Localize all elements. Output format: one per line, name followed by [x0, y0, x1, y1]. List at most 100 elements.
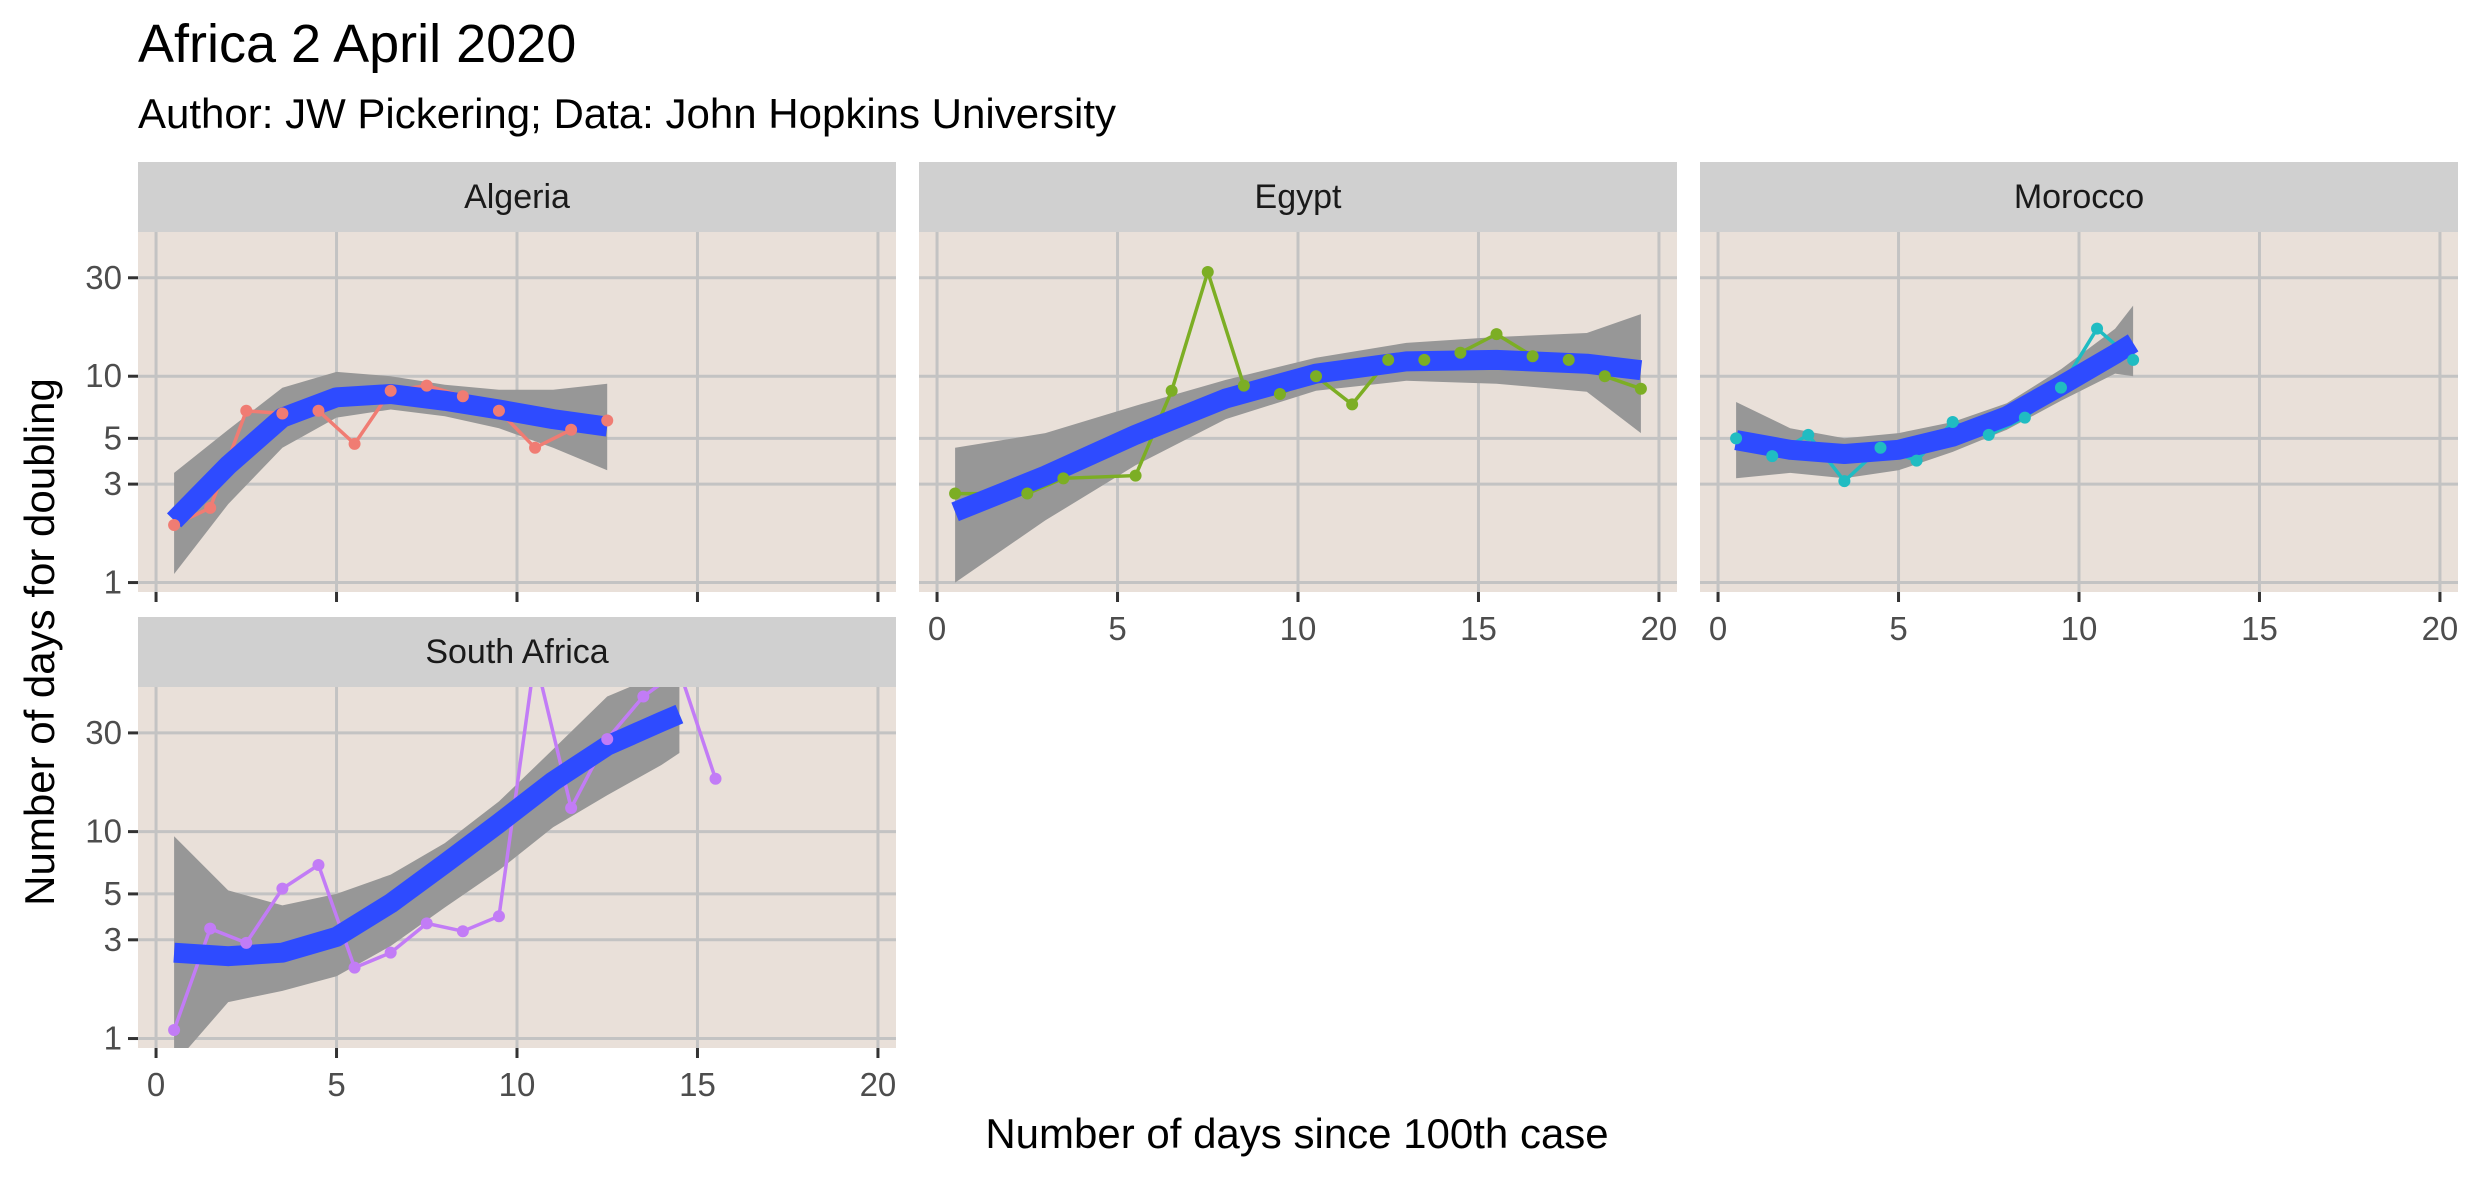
data-point-south-africa	[637, 690, 650, 703]
data-point-south-africa	[384, 946, 397, 959]
y-axis-title: Number of days for doubling	[16, 378, 63, 906]
x-tick-label: 15	[2241, 610, 2278, 647]
data-point-egypt	[1057, 472, 1070, 485]
data-point-south-africa	[456, 925, 469, 938]
x-tick-label: 0	[1709, 610, 1727, 647]
data-point-egypt	[1346, 398, 1359, 411]
data-point-egypt	[949, 487, 962, 500]
data-point-morocco	[1982, 428, 1995, 441]
data-point-egypt	[1165, 384, 1178, 397]
x-tick-label: 10	[1280, 610, 1317, 647]
data-point-algeria	[348, 437, 361, 450]
data-point-algeria	[240, 404, 253, 417]
panel-south-africa: South Africa 1 3 5 10 30 0 5 10 15 20	[85, 617, 896, 1103]
x-tick-label: 20	[1641, 610, 1678, 647]
data-point-morocco	[1946, 415, 1959, 428]
data-point-egypt	[1418, 353, 1431, 366]
fit-line-morocco	[1734, 334, 2139, 464]
data-point-egypt	[1310, 370, 1323, 383]
data-point-algeria	[420, 379, 433, 392]
data-point-egypt	[1598, 370, 1611, 383]
plot-area-south-africa	[168, 687, 722, 1048]
data-point-egypt	[1201, 265, 1214, 278]
data-point-algeria	[276, 407, 289, 420]
data-point-south-africa	[565, 802, 578, 815]
x-axis-title: Number of days since 100th case	[985, 1110, 1608, 1157]
data-point-algeria	[168, 519, 181, 532]
data-point-egypt	[1129, 469, 1142, 482]
x-tick-label: 0	[147, 1066, 165, 1103]
data-point-morocco	[1910, 454, 1923, 467]
y-tick-label: 1	[104, 564, 122, 601]
data-point-egypt	[1526, 350, 1539, 363]
y-tick-label: 30	[85, 259, 122, 296]
data-point-south-africa	[709, 772, 722, 785]
strip-algeria	[138, 162, 896, 232]
data-line-south-africa	[172, 687, 718, 1031]
data-point-morocco	[1766, 450, 1779, 463]
data-point-egypt	[1562, 353, 1575, 366]
x-tick-label: 10	[2061, 610, 2098, 647]
data-point-morocco	[2018, 411, 2031, 424]
data-point-algeria	[565, 423, 578, 436]
data-point-egypt	[1237, 379, 1250, 392]
strip-label-egypt: Egypt	[1255, 178, 1342, 216]
data-point-egypt	[1382, 353, 1395, 366]
data-point-algeria	[204, 501, 217, 514]
plot-area-egypt	[949, 265, 1647, 583]
x-tick-label: 15	[1460, 610, 1497, 647]
data-point-egypt	[1273, 388, 1286, 401]
data-point-algeria	[456, 390, 469, 403]
strip-label-morocco: Morocco	[2014, 178, 2144, 216]
data-point-algeria	[601, 414, 614, 427]
data-point-algeria	[529, 441, 542, 454]
data-point-egypt	[1634, 382, 1647, 395]
strip-label-algeria: Algeria	[464, 178, 570, 216]
data-point-south-africa	[204, 922, 217, 935]
panel-egypt: Egypt 0 5 10 15 20	[919, 162, 1677, 647]
data-point-egypt	[1490, 328, 1503, 341]
fit-line-south-africa	[173, 704, 684, 967]
strip-label-south-africa: South Africa	[425, 633, 608, 671]
data-point-morocco	[2127, 353, 2140, 366]
data-point-south-africa	[492, 910, 505, 923]
chart-subtitle: Author: JW Pickering; Data: John Hopkins…	[138, 90, 1116, 137]
x-tick-label: 5	[327, 1066, 345, 1103]
strip-morocco	[1700, 162, 2458, 232]
data-point-morocco	[2054, 381, 2067, 394]
panel-morocco: Morocco 0 5 10 15 20	[1700, 162, 2458, 647]
y-tick-label: 5	[104, 419, 122, 456]
data-point-south-africa	[240, 936, 253, 949]
x-tick-label: 20	[2422, 610, 2459, 647]
y-tick-label: 3	[104, 465, 122, 502]
data-point-egypt	[1454, 346, 1467, 359]
y-tick-label: 1	[104, 1020, 122, 1057]
x-tick-label: 0	[928, 610, 946, 647]
chart-title: Africa 2 April 2020	[138, 14, 576, 74]
data-point-south-africa	[420, 917, 433, 930]
data-point-morocco	[1838, 475, 1851, 488]
data-point-south-africa	[276, 882, 289, 895]
data-point-south-africa	[348, 961, 361, 974]
data-point-egypt	[1021, 487, 1034, 500]
strip-egypt	[919, 162, 1677, 232]
data-point-morocco	[2091, 322, 2104, 335]
x-tick-label: 10	[499, 1066, 536, 1103]
data-point-south-africa	[601, 733, 614, 746]
data-point-morocco	[1730, 432, 1743, 445]
data-point-south-africa	[312, 858, 325, 871]
data-point-morocco	[1874, 441, 1887, 454]
data-point-south-africa	[168, 1023, 181, 1036]
data-point-algeria	[492, 404, 505, 417]
x-tick-label: 15	[679, 1066, 716, 1103]
x-tick-label: 20	[860, 1066, 897, 1103]
data-point-algeria	[384, 384, 397, 397]
panel-algeria: Algeria 1 3 5 10 30	[85, 162, 896, 602]
y-tick-label: 5	[104, 875, 122, 912]
grid-morocco	[1700, 232, 2458, 592]
data-point-algeria	[312, 404, 325, 417]
data-point-morocco	[1802, 428, 1815, 441]
plot-area-morocco	[1730, 305, 2140, 488]
